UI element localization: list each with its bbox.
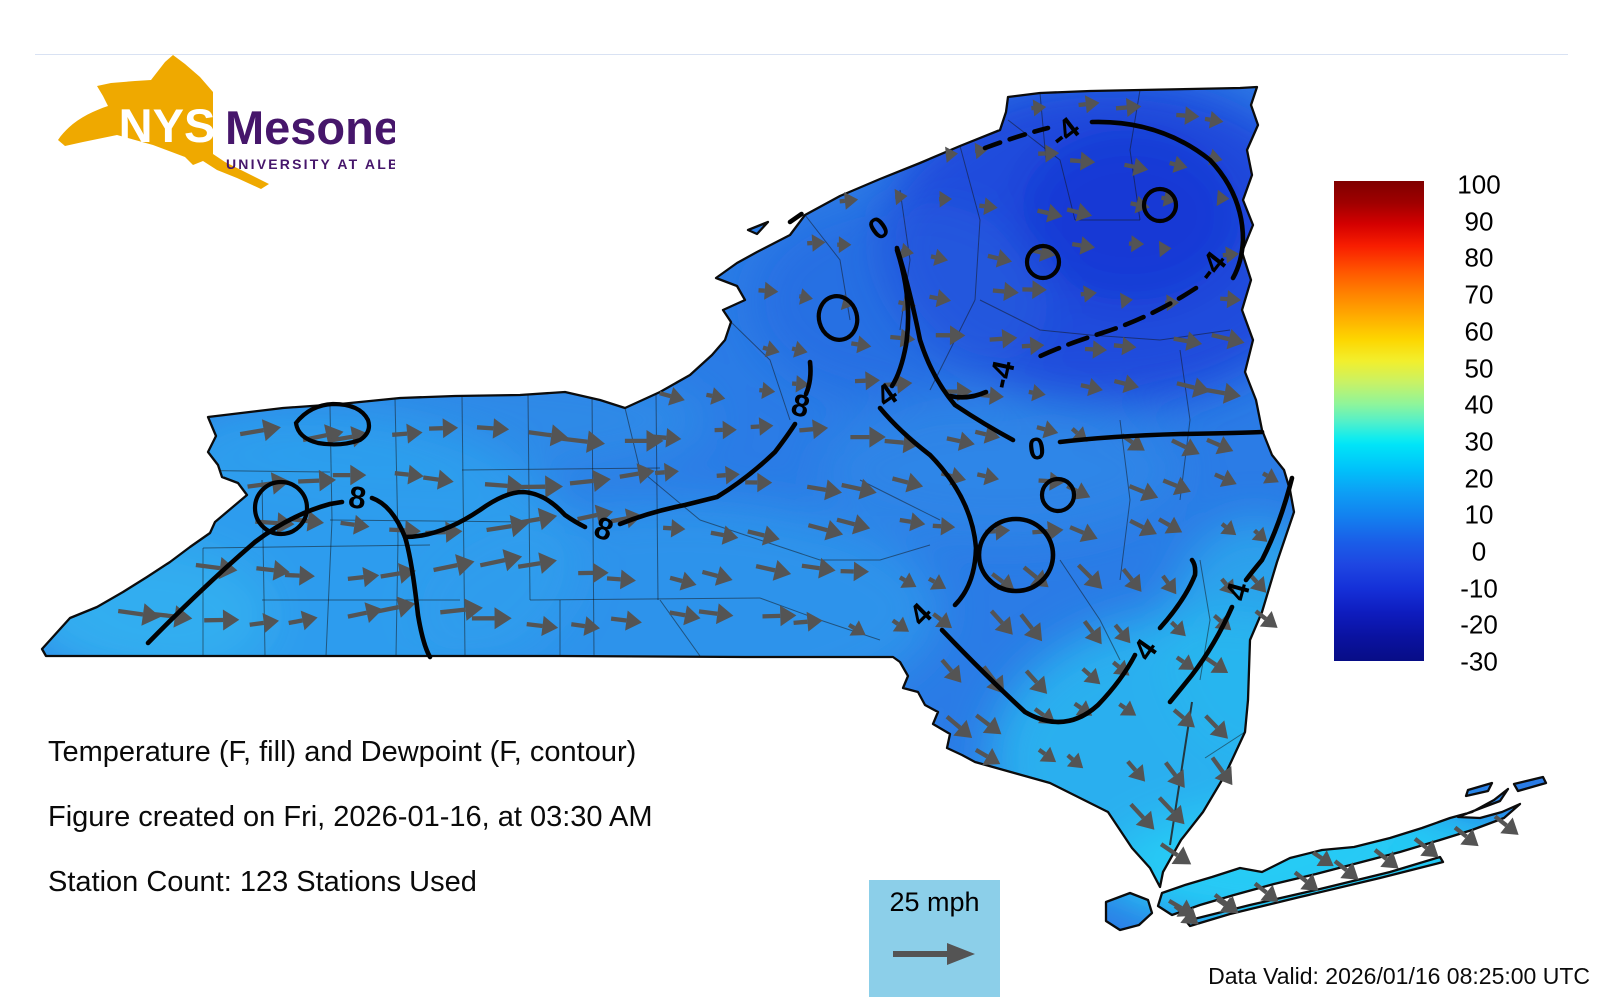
contour-label: 0: [1026, 430, 1048, 467]
logo-university-text: UNIVERSITY AT ALBANY: [226, 156, 395, 172]
colorbar-tick: -20: [1460, 609, 1498, 640]
logo-mesonet-text: Mesonet: [225, 101, 395, 154]
county-boundaries: [164, 89, 1246, 759]
colorbar-tick: 30: [1464, 426, 1494, 457]
colorbar-tick: -10: [1460, 573, 1498, 604]
nys-mesonet-logo: NYS Mesonet UNIVERSITY AT ALBANY: [58, 55, 395, 189]
colorbar-tick: 40: [1464, 389, 1494, 420]
colorbar-tick: 10: [1464, 499, 1494, 530]
contour-label: 8: [346, 479, 368, 516]
colorbar-tick: 60: [1464, 316, 1494, 347]
colorbar-tick: 50: [1464, 353, 1494, 383]
top-hairline: [35, 54, 1568, 55]
colorbar-tick: 0: [1471, 536, 1487, 567]
map-title: Temperature (F, fill) and Dewpoint (F, c…: [48, 736, 637, 768]
colorbar-tick: 80: [1464, 242, 1494, 273]
dewpoint-contours: [145, 119, 1295, 725]
colorbar-tick: 70: [1464, 279, 1494, 310]
station-count-text: Station Count: 123 Stations Used: [48, 866, 477, 898]
colorbar-tick: -30: [1460, 646, 1498, 677]
wind-speed-legend: 25 mph: [869, 880, 1000, 997]
temperature-colorbar: [1334, 181, 1424, 661]
colorbar-tick: 90: [1464, 206, 1494, 237]
wind-legend-label: 25 mph: [889, 887, 980, 917]
wind-legend-arrow-icon: [893, 943, 975, 965]
figure-created-text: Figure created on Fri, 2026-01-16, at 03…: [48, 801, 653, 833]
data-valid-text: Data Valid: 2026/01/16 08:25:00 UTC: [1208, 963, 1590, 989]
colorbar-tick: 20: [1464, 463, 1494, 493]
colorbar-tick-labels: 100 90 80 70 60 50 40 30 20 10 0 -10 -20 -30: [1424, 170, 1544, 677]
colorbar-tick: 100: [1457, 169, 1501, 200]
state-outline: [40, 85, 1548, 932]
logo-nys-text: NYS: [119, 99, 216, 152]
logo-ny-state-shape: [58, 55, 269, 189]
